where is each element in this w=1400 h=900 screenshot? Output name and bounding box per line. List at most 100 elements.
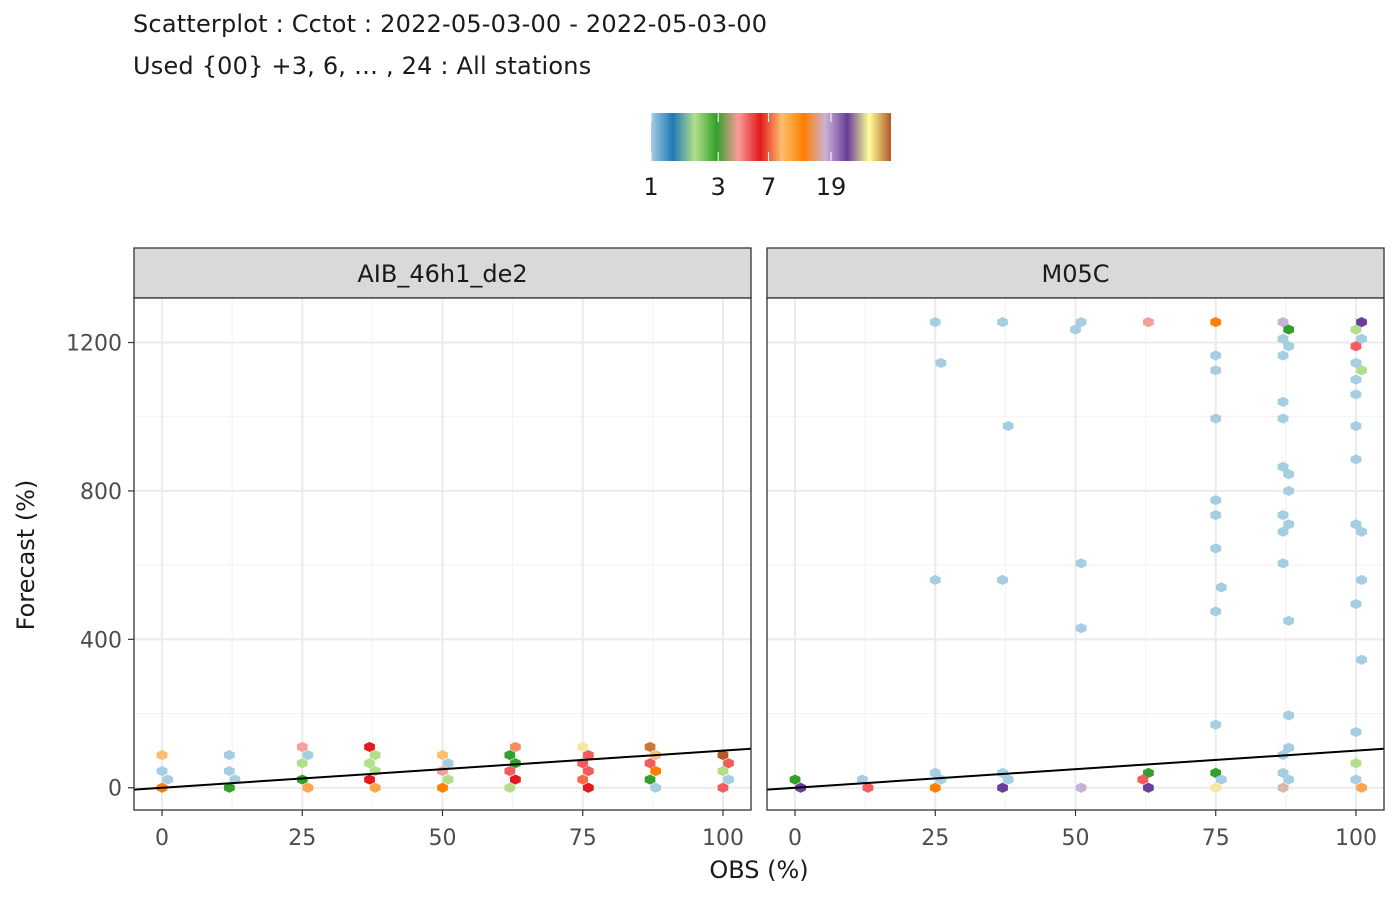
data-point <box>1210 509 1222 521</box>
y-tick-label: 0 <box>108 777 122 802</box>
data-point <box>1137 774 1149 785</box>
data-point <box>1075 623 1087 634</box>
data-point <box>1277 526 1289 537</box>
data-point <box>156 765 168 777</box>
data-point <box>1075 317 1087 328</box>
data-point <box>1356 526 1367 537</box>
data-point <box>582 750 594 761</box>
data-point <box>1350 374 1362 385</box>
data-point <box>1277 413 1289 424</box>
legend-label: 1 <box>643 173 658 201</box>
facet-strip <box>133 247 752 299</box>
data-point <box>577 741 589 753</box>
x-tick-label: 25 <box>288 826 316 851</box>
data-point <box>510 741 521 753</box>
data-point <box>1277 461 1289 472</box>
data-point <box>156 750 168 761</box>
data-point <box>1210 782 1222 793</box>
data-point <box>1277 396 1289 407</box>
data-point <box>1143 767 1154 778</box>
data-point <box>1356 317 1367 328</box>
data-point <box>1350 774 1362 785</box>
y-tick-label: 400 <box>80 628 122 653</box>
data-point <box>1210 317 1222 328</box>
data-point <box>997 782 1008 793</box>
data-point <box>1356 654 1367 665</box>
x-tick-label: 100 <box>1335 826 1377 851</box>
data-point <box>1350 519 1362 530</box>
data-point <box>582 782 594 793</box>
facet-strip-label: M05C <box>1041 260 1109 288</box>
data-point <box>1356 574 1367 586</box>
data-point <box>223 750 235 761</box>
color-legend: 1 3 7 19 <box>643 113 891 201</box>
data-point <box>717 782 729 793</box>
data-point <box>369 750 381 761</box>
data-point <box>717 765 729 777</box>
data-point <box>296 774 308 785</box>
data-point <box>929 782 941 793</box>
data-point <box>929 317 941 328</box>
data-point <box>504 750 516 761</box>
identity-line <box>766 747 1385 791</box>
data-point <box>1356 365 1367 376</box>
chart-subtitle: Used {00} +3, 6, … , 24 : All stations <box>133 52 592 80</box>
data-point <box>1210 719 1222 730</box>
data-point <box>1283 615 1295 626</box>
data-point <box>723 774 734 785</box>
data-point <box>162 774 174 785</box>
x-tick-label: 75 <box>1202 826 1230 851</box>
data-point <box>364 758 375 769</box>
data-point <box>1002 420 1014 432</box>
x-axis-title: OBS (%) <box>709 856 808 884</box>
data-point <box>1075 782 1087 793</box>
data-point <box>1350 599 1362 610</box>
data-point <box>1277 782 1289 793</box>
identity-line <box>133 747 752 791</box>
data-point <box>364 741 375 753</box>
data-point <box>1210 606 1222 617</box>
panel-0: AIB_46h1_de2 0 25 50 75 100 0 400 800 1200 <box>66 247 752 851</box>
data-point <box>1210 495 1222 506</box>
data-point <box>442 774 454 785</box>
data-point <box>302 750 314 761</box>
data-point <box>997 767 1008 778</box>
data-point <box>650 765 662 777</box>
data-point <box>1070 324 1081 335</box>
data-point <box>1215 774 1227 785</box>
y-tick-label: 800 <box>80 480 122 505</box>
data-point <box>437 782 448 793</box>
data-point <box>650 782 662 793</box>
data-point <box>1215 582 1227 593</box>
data-point <box>862 782 874 793</box>
data-point <box>1277 333 1289 344</box>
data-point <box>1283 710 1295 721</box>
data-point <box>510 774 521 785</box>
data-point <box>1283 485 1295 497</box>
data-point <box>1002 774 1014 785</box>
panel-1: M05C 0 25 50 75 100 <box>766 247 1385 851</box>
data-point <box>1283 469 1295 480</box>
data-point <box>1350 758 1362 769</box>
data-point <box>1210 350 1222 361</box>
data-point <box>1075 558 1087 569</box>
facet-strip <box>766 247 1385 299</box>
data-point <box>1210 543 1222 554</box>
x-tick-label: 100 <box>702 826 744 851</box>
data-point <box>1210 413 1222 424</box>
data-point <box>577 774 589 785</box>
x-tick-label: 50 <box>1062 826 1090 851</box>
data-point <box>1350 420 1362 432</box>
data-point <box>223 782 235 793</box>
data-point <box>1277 509 1289 521</box>
data-point <box>789 774 801 785</box>
x-tick-label: 0 <box>155 826 169 851</box>
data-point <box>1356 333 1367 344</box>
legend-label: 3 <box>711 173 726 201</box>
y-axis-title: Forecast (%) <box>12 480 40 631</box>
data-point <box>1277 350 1289 361</box>
legend-label: 7 <box>761 173 776 201</box>
data-point <box>1356 782 1367 793</box>
data-point <box>1283 324 1295 335</box>
